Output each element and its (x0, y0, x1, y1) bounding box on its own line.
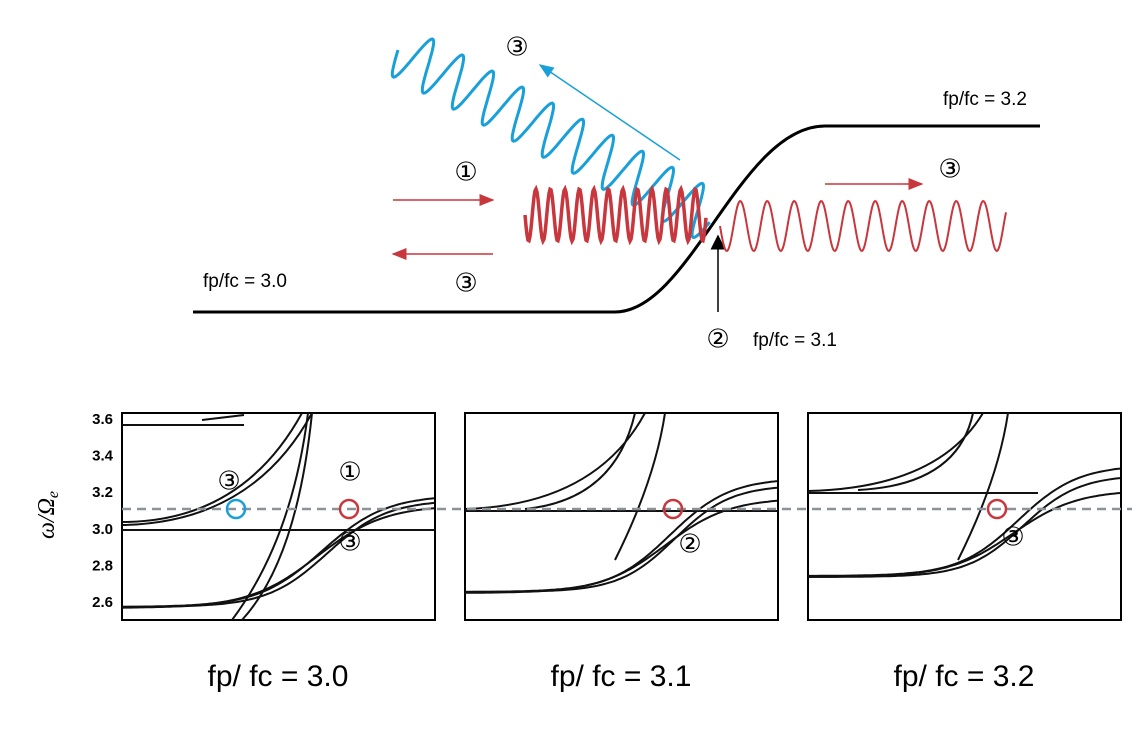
y-axis-label-sub: e (45, 491, 62, 498)
dispersion-curve (807, 492, 1121, 578)
y-tick-label: 3.6 (92, 411, 113, 428)
wave (719, 199, 1007, 253)
resonance-circle (986, 498, 1008, 520)
arrow (538, 64, 681, 161)
marker: ③ (938, 155, 961, 185)
dispersion-curve (614, 412, 666, 561)
dispersion-curve (464, 412, 646, 510)
dispersion-curve (122, 414, 245, 426)
marker: ② (706, 325, 729, 355)
resonance-circle (338, 498, 360, 520)
density-profile (193, 124, 1040, 314)
resonance-circle (662, 498, 684, 520)
wave (523, 184, 708, 246)
y-tick-label: 3.0 (92, 521, 113, 538)
marker: ① (338, 458, 361, 488)
label: fp/fc = 3.2 (943, 89, 1027, 110)
panel-frame (464, 412, 779, 621)
marker: ① (454, 158, 477, 188)
marker: ③ (217, 467, 240, 497)
label: fp/fc = 3.0 (203, 271, 287, 292)
marker: ③ (1001, 523, 1024, 553)
panels: 3.6 3.4 3.2 3.0 2.8 2.6 fp/ fc = 3.0 fp/ fc = 3… (92, 411, 1132, 693)
dispersion-curve (524, 412, 636, 510)
label: fp/fc = 3.1 (753, 330, 837, 351)
dispersion-curve (121, 507, 435, 609)
y-tick-label: 3.2 (92, 484, 113, 501)
y-tick-label: 3.4 (92, 448, 114, 465)
panel-caption: fp/ fc = 3.0 (208, 660, 349, 693)
panel-caption: fp/ fc = 3.1 (551, 660, 692, 693)
panel-caption: fp/ fc = 3.2 (894, 660, 1035, 693)
dispersion-curve (231, 412, 309, 621)
wave (390, 37, 711, 240)
dispersion-curve (121, 412, 303, 523)
waves (390, 37, 1007, 253)
dispersion-curve (241, 412, 313, 621)
marker: ② (678, 530, 701, 560)
dispersion-curve (807, 412, 984, 492)
marker: ③ (505, 33, 528, 63)
dispersion-curve (857, 412, 974, 491)
marker: ③ (338, 528, 361, 558)
y-axis-label: ω/Ωe (34, 491, 62, 539)
y-tick-label: 2.8 (92, 557, 113, 574)
dispersion-curve (957, 412, 1009, 561)
y-tick-label: 2.6 (92, 594, 113, 611)
resonance-circle (225, 498, 247, 520)
y-axis-label-main: ω/Ω (34, 498, 60, 539)
dispersion-curve (121, 412, 313, 526)
panel-frame (807, 412, 1122, 621)
marker: ③ (454, 269, 477, 299)
